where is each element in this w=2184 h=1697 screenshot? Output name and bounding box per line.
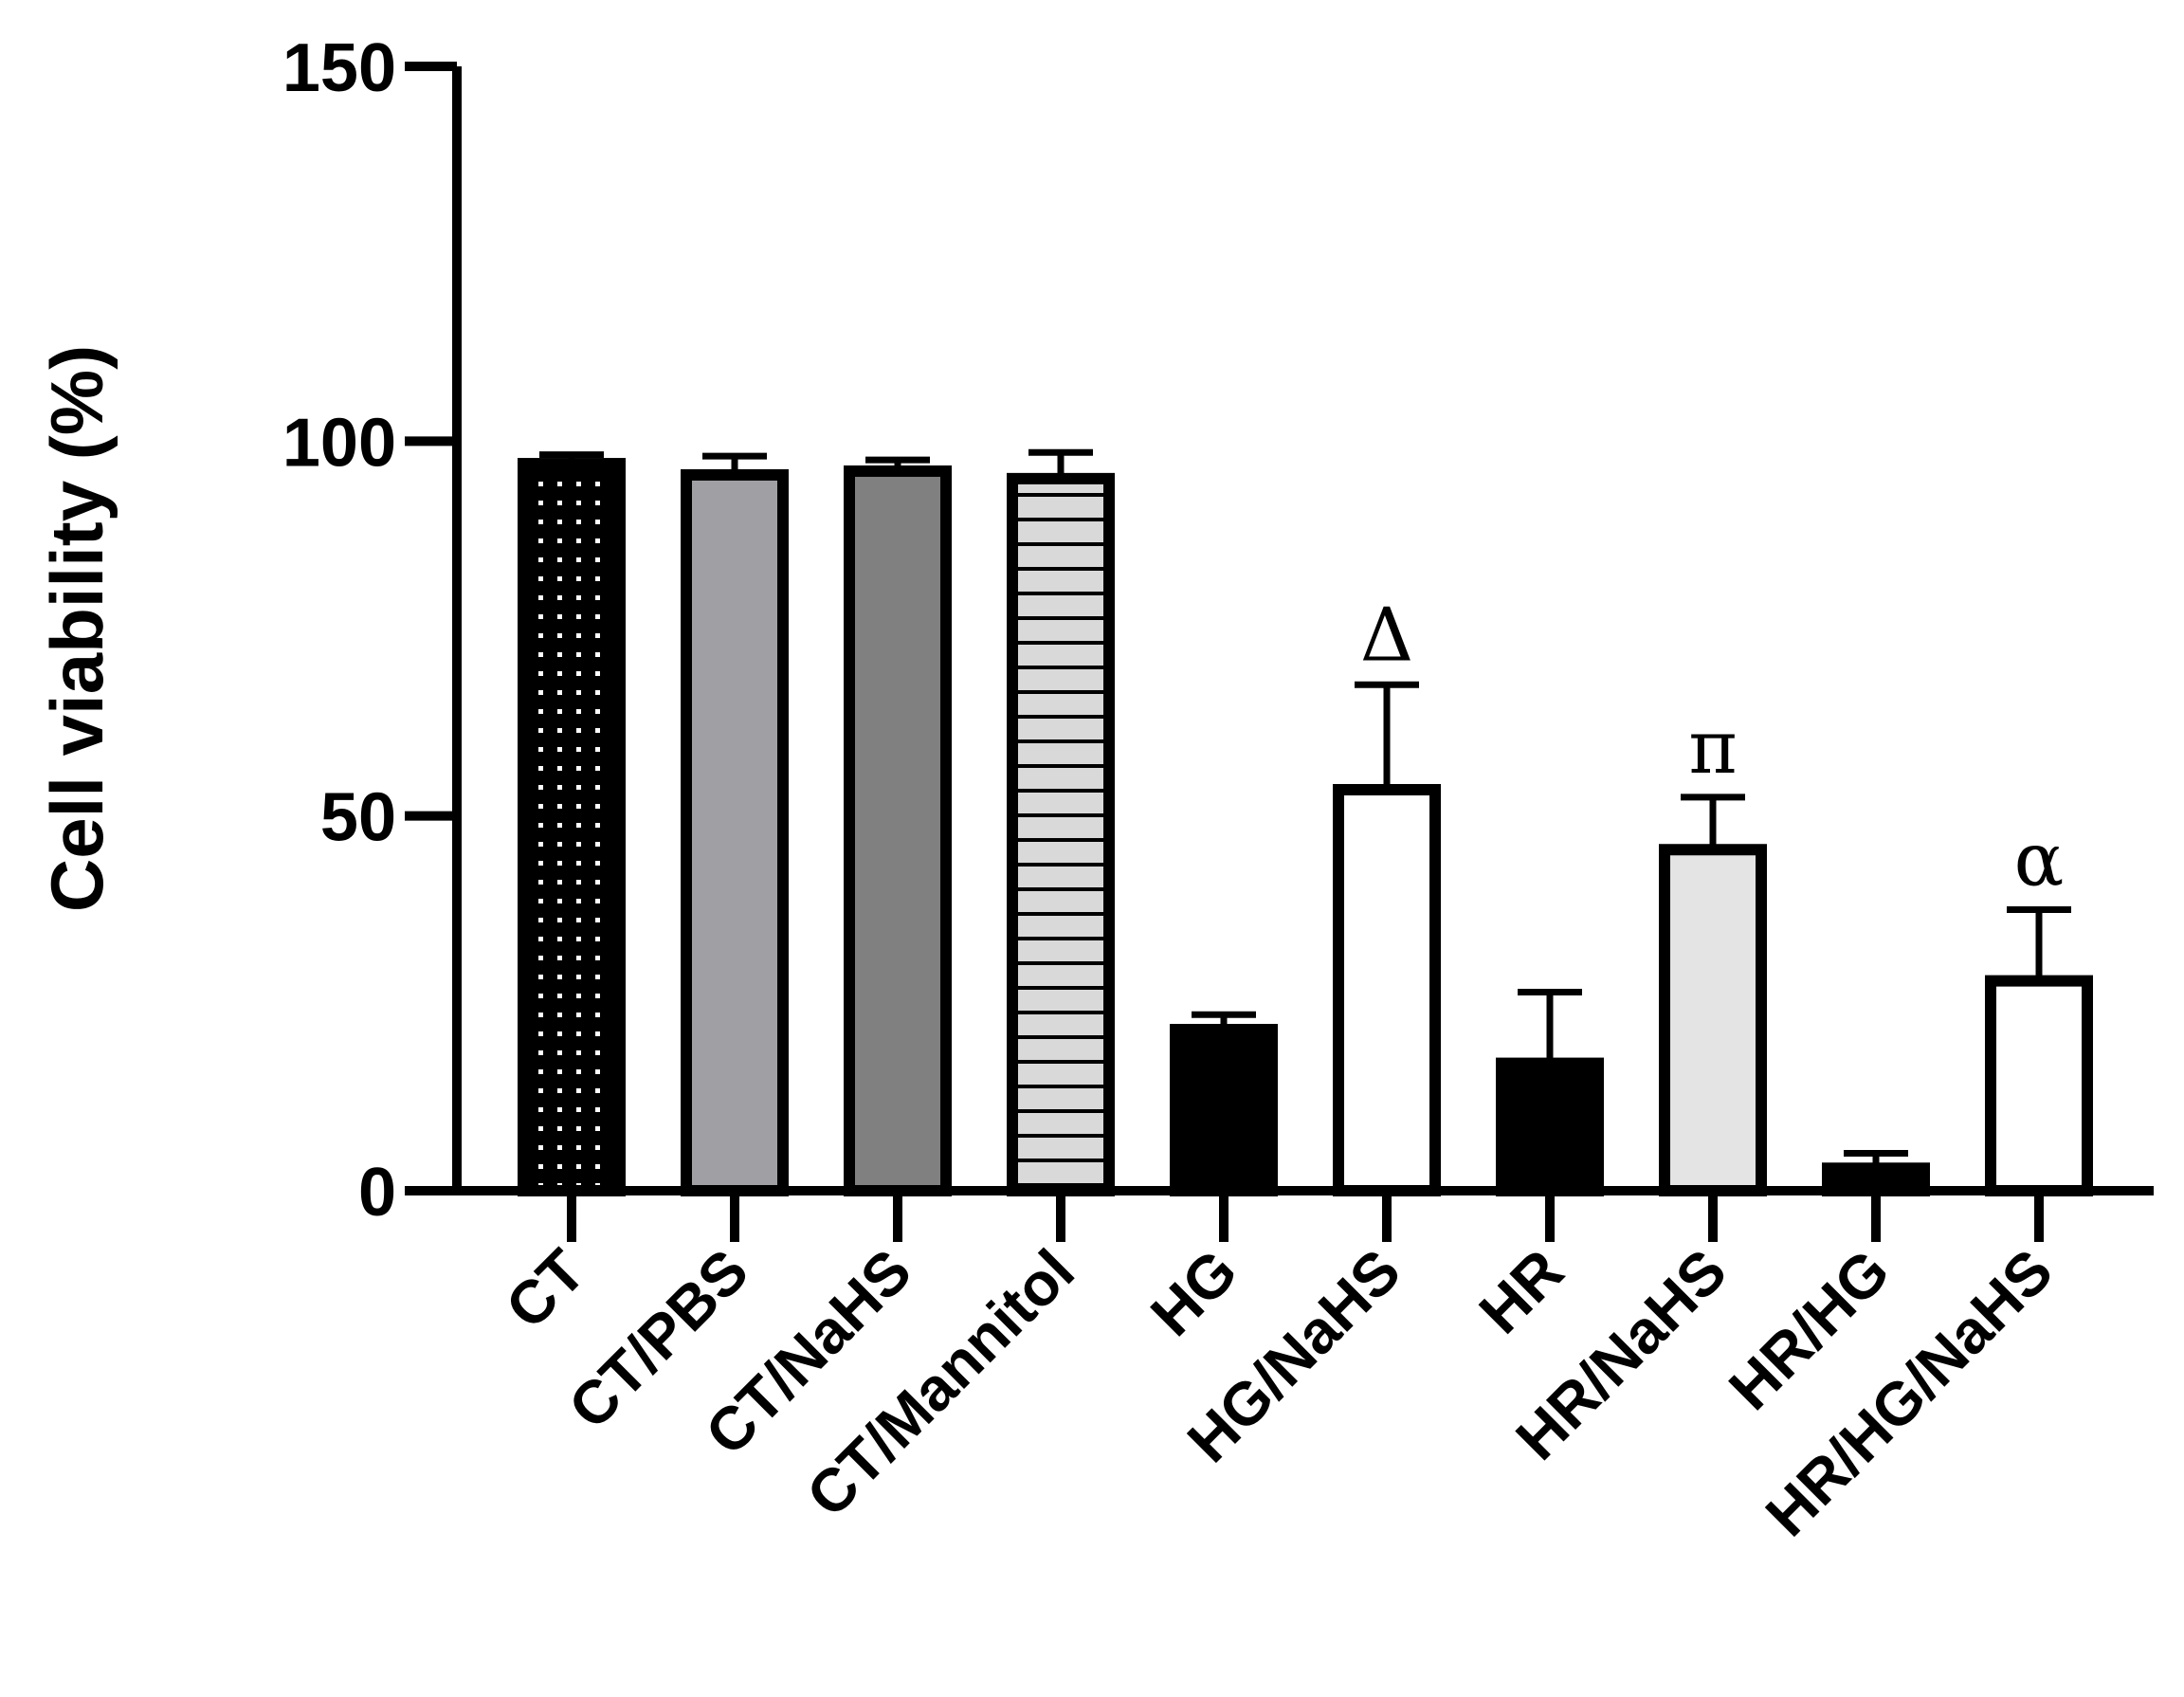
y-axis-title: Cell viability (%) [35,345,118,912]
y-tick-label: 50 [320,780,396,856]
bar [681,468,789,1196]
bars-layer [518,448,2093,1197]
x-tick-label: HR/HG/NaHS [1753,1236,2066,1549]
bar [1007,472,1115,1197]
bar [1333,783,1441,1196]
y-tick-label: 0 [358,1155,396,1231]
bar [1496,1057,1604,1196]
x-tick-label: CT [493,1236,598,1341]
significance-marker: Δ [1360,593,1413,678]
x-tick-label: HR [1466,1236,1576,1346]
y-tick-label: 100 [282,405,396,481]
bar [844,465,952,1196]
bar [1985,975,2093,1196]
y-tick-label: 150 [282,30,396,106]
x-tick-label: HG [1138,1236,1250,1349]
bar [1170,1024,1278,1197]
significance-marker: π [1688,705,1737,791]
bar [1659,844,1767,1196]
significance-marker: α [2014,818,2065,903]
bar [518,458,626,1196]
